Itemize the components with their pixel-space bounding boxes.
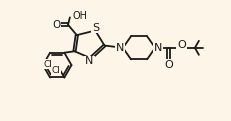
- Text: N: N: [85, 56, 93, 66]
- Text: Cl: Cl: [51, 66, 60, 75]
- Text: S: S: [92, 23, 99, 33]
- Text: OH: OH: [72, 11, 87, 21]
- Text: O: O: [164, 60, 172, 70]
- Text: O: O: [176, 40, 185, 50]
- Text: N: N: [153, 43, 161, 53]
- Text: N: N: [116, 43, 124, 53]
- Text: Cl: Cl: [43, 60, 52, 69]
- Text: O: O: [52, 20, 60, 30]
